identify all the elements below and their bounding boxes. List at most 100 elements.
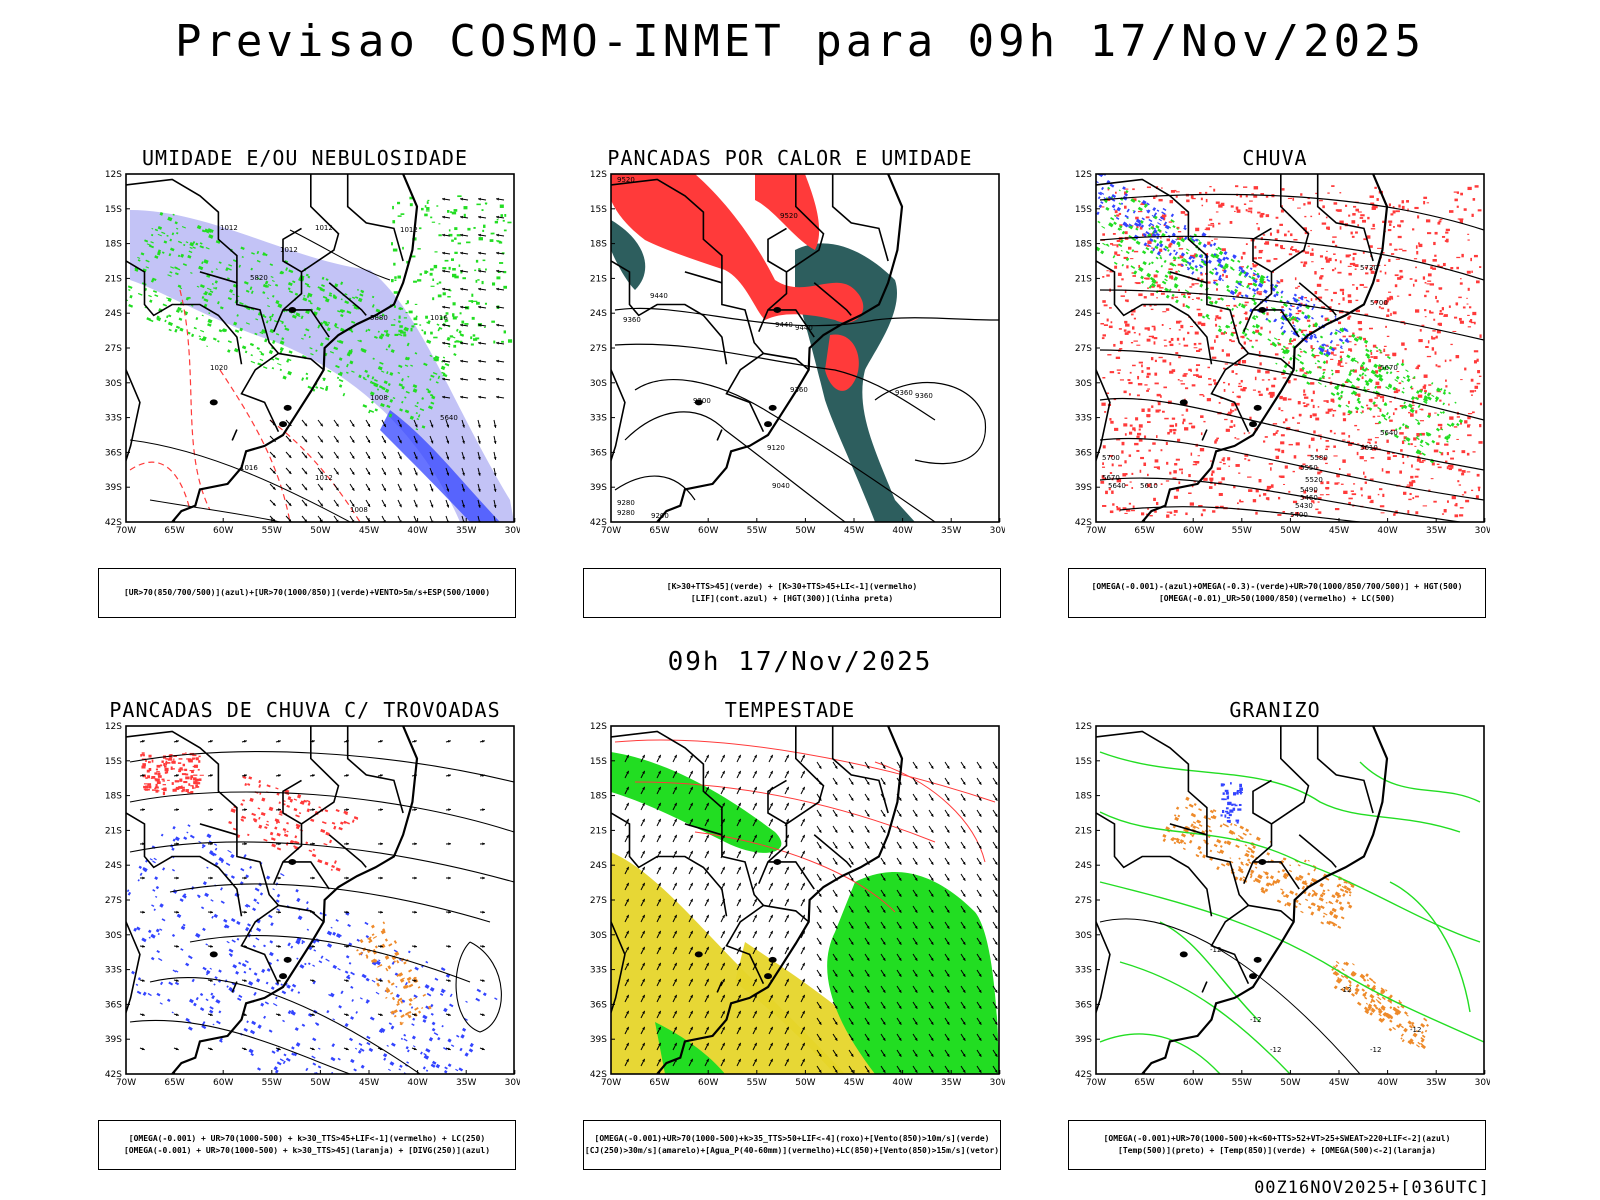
low-level-humidity-cell [271,367,275,370]
omega-humidity-cell [1176,320,1181,324]
omega-humidity-cell [1426,283,1430,285]
lat-tick-label: 21S [590,274,607,284]
omega-humidity-cell [1146,375,1150,378]
low-level-humidity-cell [394,279,397,282]
divergence-cells-cell [188,998,194,1004]
omega-weak-cell [1218,263,1224,269]
omega-humidity-cell [1134,282,1137,284]
omega-humidity-cell [1197,321,1202,325]
divergence-cells-cell [256,927,262,932]
divergence-cells-cell [469,1042,474,1048]
omega-humidity-cell [1456,191,1460,194]
omega-humidity-cell [1398,382,1402,385]
omega-humidity-cell [1429,283,1435,286]
low-level-humidity-cell [172,213,175,216]
omega-humidity-cell [1124,299,1129,302]
omega-humidity-cell [1414,495,1419,498]
divergence-cells-cell [187,824,191,828]
omega-strong-cell [1400,380,1404,383]
low-level-humidity-cell [369,391,375,396]
thunder-cells-cell [195,757,199,761]
wind-vector-head [380,979,383,982]
thunder-orange-cells-cell [370,958,377,964]
legend-line: [OMEGA(-0.001) + UR>70(1000-500) + k>30_… [128,1134,486,1143]
low-level-humidity-cell [389,399,394,403]
divergence-cells-cell [425,1069,429,1072]
low-level-humidity-cell [187,254,192,259]
divergence-cells-cell [441,1024,444,1028]
wind-vector-head [642,850,645,854]
divergence-cells-cell [412,1017,416,1021]
omega-humidity-cell [1139,226,1143,230]
omega-humidity-cell [1459,219,1463,224]
wind-vector-head [674,850,677,854]
omega-humidity-cell [1178,343,1181,345]
low-level-humidity-cell [367,328,371,332]
divergence-cells-cell [353,1103,356,1106]
divergence-cells-cell [220,859,225,864]
divergence-cells-cell [314,1071,319,1074]
omega-humidity-cell [1339,288,1345,292]
low-level-humidity-cell [327,321,331,324]
thunder-orange-cells-cell [371,933,375,937]
lat-tick-label: 24S [105,309,122,319]
omega-humidity-cell [1439,312,1444,315]
lon-tick-label: 70W [1086,526,1106,536]
divergence-cells-cell [199,1007,205,1012]
political-border [346,726,404,814]
low-level-humidity-cell [319,342,324,347]
omega-humidity-cell [1396,371,1400,373]
omega-strong-cell [1289,356,1293,361]
wind-vector-head [448,876,451,880]
omega-humidity-cell [1334,244,1338,248]
omega-humidity-cell [1160,483,1163,485]
wind-vector-head [460,341,463,345]
wind-vector-head [442,341,445,345]
omega-humidity-cell [1209,477,1214,481]
lake [1249,421,1258,428]
omega-strong-cell [1184,263,1188,267]
low-level-humidity-cell [405,390,410,394]
low-level-humidity-cell [204,228,210,234]
omega-humidity-cell [1412,497,1415,500]
low-level-humidity-cell [296,314,301,318]
wind-vector-head [658,1042,661,1046]
low-level-humidity-cell [134,269,139,272]
thunder-orange-cells-cell [414,1007,419,1011]
omega-strong-cell [1423,395,1429,400]
omega-weak-cell [1156,209,1160,212]
omega-humidity-cell [1190,254,1195,258]
omega-humidity-cell [1111,490,1114,494]
lc250-contour [129,841,514,883]
omega-humidity-cell [1315,467,1319,469]
omega-humidity-cell [1167,431,1170,435]
low-level-humidity-cell [238,264,241,268]
divergence-cells-cell [427,1108,431,1111]
thunder-cells-cell [157,772,161,776]
omega-weak-cell [1156,251,1161,256]
omega-humidity-cell [1370,228,1376,230]
low-level-humidity-cell [438,326,443,330]
low-level-humidity-cell [428,405,433,410]
low-level-humidity-cell [377,316,382,320]
omega-humidity-cell [1227,383,1230,386]
thunder-cells-cell [161,778,165,781]
wind-vector-head [706,946,709,950]
low-level-humidity-cell [129,294,133,299]
divergence-cells-cell [365,999,370,1004]
omega-humidity-cell [1302,402,1306,404]
omega-strong-cell [1405,369,1409,373]
lat-tick-label: 36S [105,1000,122,1010]
omega-humidity-cell [1124,191,1127,195]
omega-humidity-cell [1427,280,1432,282]
omega-humidity-cell [1342,291,1344,296]
omega-strong-cell [1353,357,1356,360]
omega-strong-cell [1421,452,1426,456]
omega-strong-cell [1383,402,1388,407]
divergence-cells-cell [206,969,211,975]
omega-humidity-cell [1249,200,1253,202]
low-level-humidity-cell [281,337,285,341]
thunder-cells-cell [270,837,276,841]
low-level-humidity-cell [244,350,248,354]
omega-humidity-cell [1364,266,1368,269]
